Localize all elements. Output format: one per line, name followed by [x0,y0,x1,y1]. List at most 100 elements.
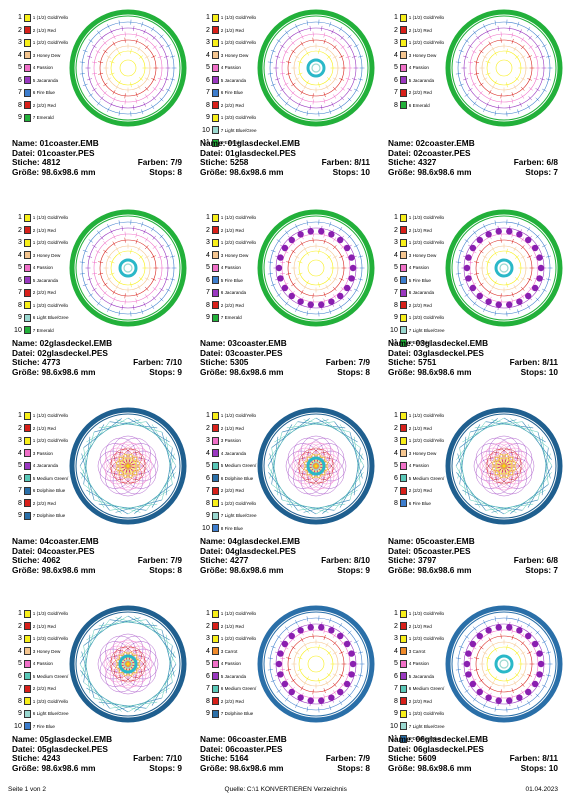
flower-loop [123,449,142,468]
star-stitch [474,261,480,263]
thread-label: 5 Medium Green/ [32,673,69,679]
design-card: 1 1 (1/3) Gold/Yello 2 2 (1/2) Red 3 1 (2/3) … [4,598,187,796]
thread-label: 1 (3/3) Gold/Yello [32,302,69,308]
net-line [459,436,467,485]
star-stitch [300,637,304,643]
legend-number: 1 [17,610,22,617]
star-stitch [306,676,309,682]
legend-row: 2 2 (1/2) Red [200,225,270,236]
star-stitch [124,293,126,299]
star-stitch [92,44,97,48]
star-stitch [297,668,303,671]
color-swatch [211,226,219,234]
star-stitch [527,304,531,310]
star-stitch [467,72,473,75]
color-swatch [211,63,219,72]
color-swatch [399,251,407,259]
stop-count: Stops: 8 [149,564,182,575]
dot [281,680,289,688]
legend-number: 7 [393,289,398,296]
star-stitch [521,633,525,638]
net-line [456,421,486,460]
star-stitch [99,96,104,101]
star-stitch [546,278,552,281]
net-line [334,421,364,460]
thread-label: 4 Passion [220,265,241,270]
legend-number: 8 [205,301,210,309]
star-stitch [112,241,116,247]
net-line [349,431,363,479]
thread-label: 2 (1/2) Red [408,623,432,629]
color-swatch [399,486,407,495]
legend-row: 7 2 (2/2) Red [12,683,82,694]
legend-number: 2 [393,424,398,432]
star-stitch [157,277,163,281]
star-stitch [112,289,116,295]
star-stitch [79,61,85,63]
legend-row: 1 1 (1/2) Gold/Yello [12,12,82,23]
stitch-count: Stiche: 5305 [200,357,249,368]
star-stitch [511,238,514,244]
color-swatch [399,263,407,272]
legend-number: 2 [17,424,22,432]
star-stitch [295,620,298,625]
star-stitch [301,34,304,40]
star-stitch [494,110,497,116]
color-swatch [399,709,407,718]
dot [348,671,355,678]
star-stitch [291,91,295,96]
thread-label: 4 Passion [408,265,429,270]
star-stitch [353,684,359,688]
star-stitch [106,255,112,259]
legend-number: 5 [393,264,398,271]
star-stitch [87,255,93,258]
star-stitch [340,35,345,40]
legend-number: 10 [202,524,210,532]
net-line [165,634,173,683]
star-stitch [332,277,338,281]
star-stitch [535,88,540,92]
net-line [271,484,310,514]
star-stitch [491,246,495,252]
star-stitch [528,683,533,687]
color-legend: 1 1 (1/2) Gold/Yello 2 2 (1/2) Red 3 1 (2/2) … [200,212,270,325]
star-stitch [138,255,144,259]
legend-number: 7 [17,89,22,96]
star-stitch [279,61,285,64]
star-stitch [463,78,469,81]
design-name: Name: 04glasdeckel.EMB [200,536,301,546]
star-stitch [135,98,138,104]
legend-number: 6 [393,276,398,284]
color-swatch [23,647,31,655]
star-stitch [345,77,351,81]
star-stitch [159,244,164,248]
star-stitch [286,669,292,671]
dot [349,660,357,668]
net-line [286,421,335,429]
legend-row: 6 6 Dolphine Blue [200,473,270,484]
legend-number: 4 [393,51,398,59]
net-line [339,424,365,467]
star-stitch [323,98,326,104]
thread-label: 3 Carrot [220,648,238,654]
net-line [81,651,95,699]
star-stitch [479,49,484,54]
star-stitch [297,261,303,264]
star-stitch [103,91,107,96]
design-info: Name: 02glasdeckel.EMB Datei: 02glasdecke… [12,338,182,377]
legend-number: 6 [393,672,398,680]
star-stitch [267,669,273,671]
legend-number: 1 [17,214,22,221]
legend-row: 1 1 (1/3) Gold/Yello [12,608,82,619]
net-line [83,418,122,448]
legend-row: 1 1 (1/3) Gold/Yello [12,212,82,223]
star-stitch [294,255,300,259]
thread-label: 7 Dolphine Blue [32,513,66,518]
star-stitch [124,93,126,99]
star-stitch [267,61,273,63]
stop-count: Stops: 10 [520,762,558,773]
legend-row: 7 2 (2/2) Red [200,485,270,496]
legend-number: 6 [205,474,210,482]
star-stitch [135,292,138,298]
star-stitch [138,277,144,281]
